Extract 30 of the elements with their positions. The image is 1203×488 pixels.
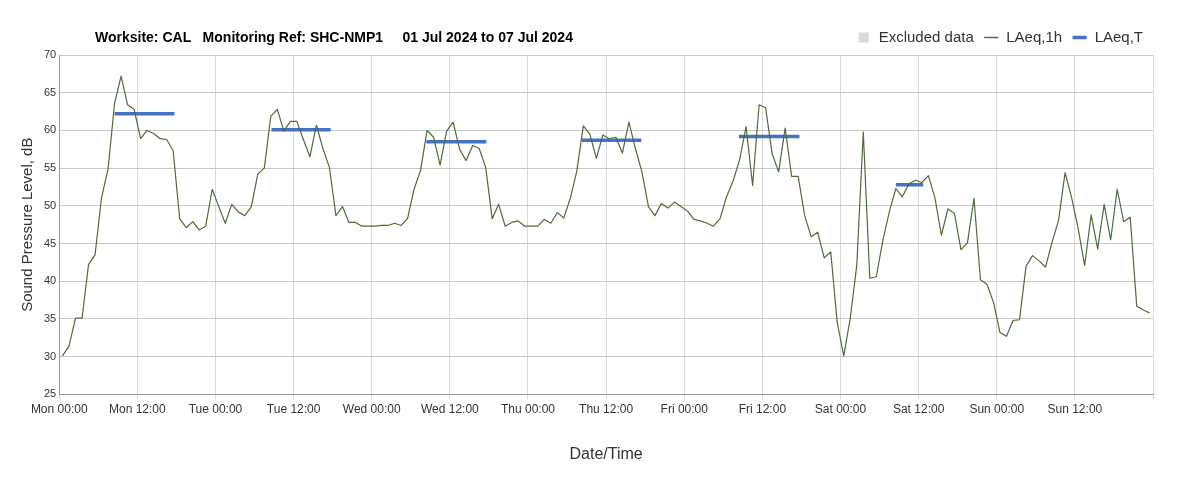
x-tick-label: Thu 00:00 [500, 401, 556, 416]
x-tick-label: Tue 12:00 [266, 401, 321, 416]
x-tick-label: Fri 00:00 [660, 401, 709, 416]
x-axis-title: Date/Time [569, 444, 643, 462]
x-tick-label: Wed 12:00 [420, 401, 480, 416]
y-tick-label: 40 [43, 274, 57, 287]
x-tick-label: Sun 12:00 [1047, 401, 1103, 416]
y-tick-label: 25 [43, 387, 57, 400]
chart-title: Worksite: CAL Monitoring Ref: SHC-NMP1 01 Jul 2024 to 07 Jul 2024 [95, 29, 573, 45]
legend-label: LAeq,1h [1006, 27, 1063, 45]
y-axis-title: Sound Pressure Level, dB [18, 137, 36, 312]
x-tick-label: Wed 00:00 [342, 401, 401, 416]
y-tick-label: 50 [43, 198, 57, 211]
y-tick-label: 70 [43, 48, 57, 61]
x-tick-label: Thu 12:00 [579, 401, 634, 416]
legend-label: Excluded data [878, 27, 975, 45]
y-tick-label: 45 [43, 236, 57, 249]
x-tick-label: Sun 00:00 [969, 401, 1025, 416]
x-tick-label: Sat 00:00 [814, 401, 867, 416]
x-tick-label: Tue 00:00 [188, 401, 243, 416]
y-tick-label: 55 [43, 161, 57, 174]
x-tick-label: Mon 00:00 [30, 401, 88, 416]
x-tick-label: Sat 12:00 [892, 401, 945, 416]
y-tick-label: 65 [43, 85, 57, 98]
y-tick-label: 35 [43, 312, 57, 325]
x-tick-label: Mon 12:00 [109, 401, 167, 416]
x-tick-label: Fri 12:00 [738, 401, 787, 416]
y-tick-label: 60 [43, 123, 57, 136]
legend-label: LAeq,T [1094, 27, 1144, 45]
y-tick-label: 30 [43, 349, 57, 362]
